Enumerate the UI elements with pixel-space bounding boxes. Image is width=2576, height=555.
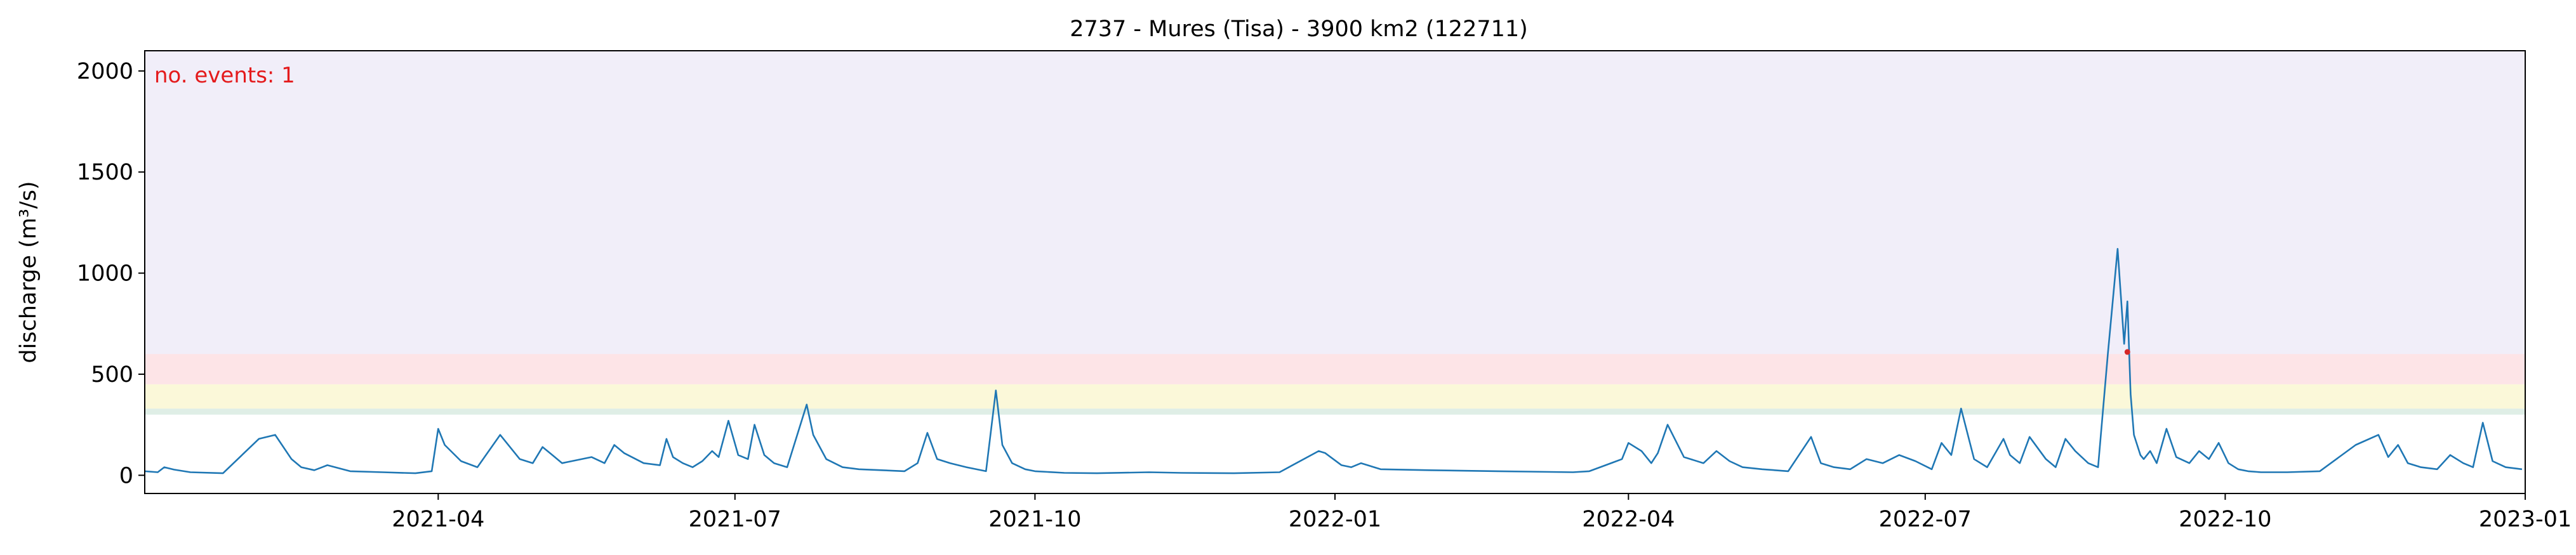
x-tick-label-0: 2021-04 xyxy=(392,507,484,532)
threshold-band-1 xyxy=(145,384,2525,409)
x-tick-label-3: 2022-01 xyxy=(1289,507,1381,532)
axes: 0 500 1000 1500 2000 2021-04 2021-07 2021-10 202… xyxy=(77,50,2572,532)
series-layer xyxy=(144,247,2523,474)
threshold-bands xyxy=(145,51,2525,415)
threshold-band-3 xyxy=(145,51,2525,355)
threshold-band-2 xyxy=(145,354,2525,384)
x-tick-label-2: 2021-10 xyxy=(988,507,1081,532)
y-tick-label-2: 1000 xyxy=(77,261,133,287)
x-tick-label-7: 2023-01 xyxy=(2479,507,2572,532)
event-markers xyxy=(2124,349,2130,355)
chart-title: 2737 - Mures (Tisa) - 3900 km2 (122711) xyxy=(1070,16,1528,42)
event-marker-0 xyxy=(2124,349,2130,355)
threshold-band-0 xyxy=(145,408,2525,415)
y-tick-label-0: 0 xyxy=(119,463,133,488)
y-tick-label-1: 500 xyxy=(91,362,133,388)
x-tick-label-5: 2022-07 xyxy=(1879,507,1972,532)
y-axis-label: discharge (m³/s) xyxy=(16,181,41,363)
events-annotation: no. events: 1 xyxy=(154,63,295,88)
x-tick-label-1: 2021-07 xyxy=(689,507,781,532)
x-tick-label-6: 2022-10 xyxy=(2179,507,2271,532)
y-tick-label-3: 1500 xyxy=(77,160,133,185)
y-tick-label-4: 2000 xyxy=(77,59,133,84)
x-tick-label-4: 2022-04 xyxy=(1582,507,1675,532)
series-line-0 xyxy=(144,247,2523,474)
